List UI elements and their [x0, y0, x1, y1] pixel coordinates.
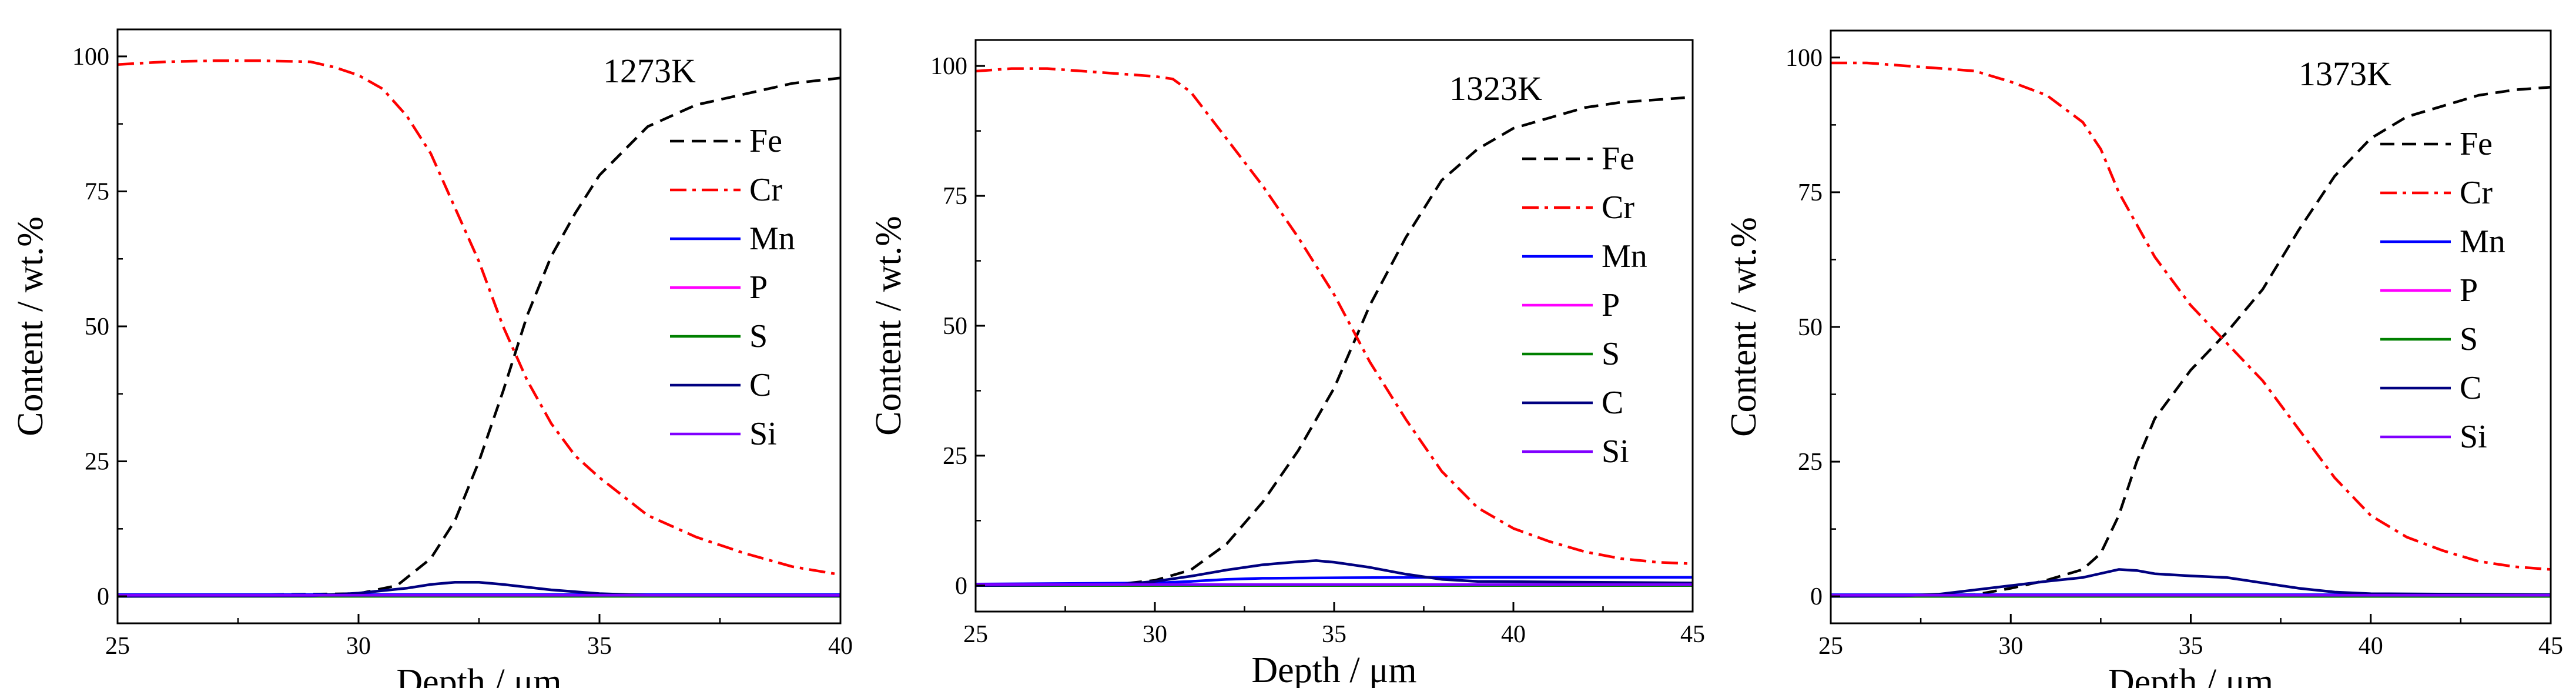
legend-label-si: Si	[749, 416, 777, 452]
legend-label-p: P	[749, 269, 768, 306]
x-axis-title: Depth / μm	[396, 662, 561, 688]
x-tick-label: 40	[828, 633, 853, 660]
y-tick-label: 75	[943, 183, 967, 210]
y-tick-label: 50	[943, 313, 967, 340]
y-axis-title: Content / wt.%	[11, 216, 51, 436]
y-tick-label: 50	[85, 313, 109, 340]
plot-frame	[116, 28, 842, 624]
legend-label-cr: Cr	[2460, 175, 2493, 211]
y-tick-label: 100	[930, 53, 967, 80]
series-line-fe	[976, 95, 1693, 587]
x-tick-label: 30	[1998, 633, 2023, 660]
x-tick-label: 35	[2179, 633, 2203, 660]
chart-panel-3: 25 30 35 40 45 0 25 50 75 100 Depth / μm Content / …	[1724, 29, 2563, 688]
chart-panel-1: 25 30 35 40 0 25 50 75 100 Depth / μm Content / wt…	[11, 28, 853, 688]
legend-label-fe: Fe	[749, 123, 782, 159]
x-tick-label: 35	[587, 633, 612, 660]
y-tick-label: 0	[955, 573, 967, 600]
legend-label-si: Si	[2460, 419, 2487, 455]
plot-frame	[974, 39, 1694, 613]
x-axis-title: Depth / μm	[1251, 650, 1416, 688]
temperature-label: 1323K	[1449, 69, 1542, 108]
legend-label-s: S	[749, 318, 768, 355]
y-tick-label: 75	[85, 178, 109, 205]
x-tick-label: 35	[1322, 621, 1346, 648]
y-tick-label: 0	[1810, 583, 1823, 610]
y-tick-label: 50	[1798, 314, 1823, 341]
y-tick-label: 100	[72, 44, 109, 71]
legend-label-s: S	[2460, 321, 2478, 358]
series-line-mn	[976, 576, 1693, 586]
y-tick-label: 25	[1798, 449, 1823, 476]
legend-label-si: Si	[1602, 433, 1629, 470]
legend-label-p: P	[1602, 287, 1620, 323]
chart-panel-2: 25 30 35 40 45 0 25 50 75 100 Depth / μm Content / …	[869, 39, 1705, 688]
y-tick-label: 100	[1786, 45, 1823, 72]
temperature-label: 1373K	[2299, 55, 2391, 93]
x-tick-label: 45	[1680, 621, 1705, 648]
legend-label-fe: Fe	[2460, 126, 2493, 162]
legend-label-cr: Cr	[1602, 189, 1634, 226]
temperature-label: 1273K	[603, 52, 696, 90]
plot-frame	[1830, 29, 2552, 624]
legend-label-s: S	[1602, 336, 1620, 372]
legend-label-c: C	[1602, 385, 1623, 421]
x-tick-label: 45	[2538, 633, 2563, 660]
x-tick-label: 25	[963, 621, 988, 648]
series-line-c	[976, 559, 1693, 587]
x-tick-label: 25	[105, 633, 130, 660]
series-line-cr	[976, 67, 1693, 565]
legend-label-mn: Mn	[1602, 238, 1647, 275]
legend-label-cr: Cr	[749, 172, 782, 208]
legend-label-mn: Mn	[2460, 223, 2505, 260]
x-tick-label: 40	[1501, 621, 1526, 648]
series-line-c	[118, 580, 840, 598]
y-tick-label: 75	[1798, 179, 1823, 206]
legend-label-fe: Fe	[1602, 141, 1634, 177]
y-axis-title: Content / wt.%	[1724, 217, 1764, 437]
x-tick-label: 40	[2359, 633, 2383, 660]
x-axis-title: Depth / μm	[2108, 662, 2273, 688]
series-line-c	[1831, 568, 2551, 598]
y-tick-label: 25	[85, 449, 109, 476]
y-tick-label: 25	[943, 443, 967, 470]
legend-label-c: C	[2460, 370, 2481, 406]
x-tick-label: 25	[1818, 633, 1843, 660]
y-tick-label: 0	[97, 583, 109, 610]
x-tick-label: 30	[346, 633, 371, 660]
legend-label-p: P	[2460, 272, 2478, 309]
legend-label-mn: Mn	[749, 221, 795, 257]
legend-label-c: C	[749, 367, 771, 403]
series-line-cr	[118, 59, 840, 576]
series-line-cr	[1831, 61, 2551, 571]
series-line-fe	[1831, 85, 2551, 598]
series-line-fe	[118, 76, 840, 598]
x-tick-label: 30	[1143, 621, 1167, 648]
y-axis-title: Content / wt.%	[869, 216, 909, 436]
